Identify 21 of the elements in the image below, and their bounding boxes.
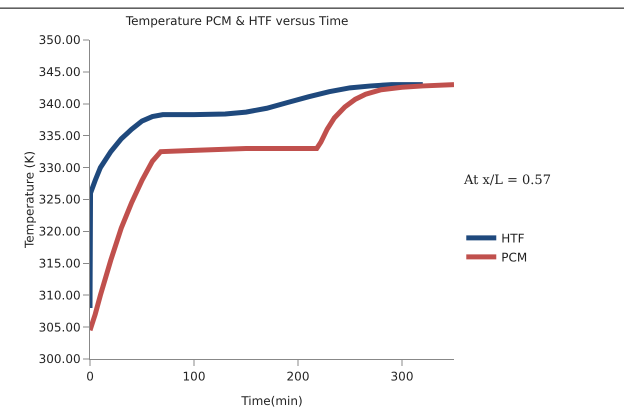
y-tick-label: 315.00 [38, 256, 81, 270]
x-axis-title: Time(min) [240, 394, 303, 408]
y-tick-label: 300.00 [38, 352, 81, 366]
chart-title: Temperature PCM & HTF versus Time [124, 14, 348, 28]
legend-label: PCM [501, 250, 528, 265]
y-axis-title: Temperature (K) [22, 150, 37, 250]
y-tick-label: 345.00 [38, 65, 81, 80]
y-tick-label: 340.00 [38, 97, 81, 111]
y-tick-label: 330.00 [38, 160, 81, 175]
y-tick-label: 320.00 [38, 224, 81, 239]
y-tick-label: 335.00 [38, 128, 81, 143]
text: At x/L = 0.57 [463, 173, 551, 188]
x-tick-label: 200 [286, 369, 310, 384]
legend-label: HTF [501, 232, 525, 246]
x-tick-label: 300 [390, 369, 414, 384]
y-tick-label: 310.00 [38, 288, 81, 302]
x-tick-label: 0 [86, 369, 94, 384]
y-tick-label: 305.00 [38, 320, 81, 334]
y-tick-label: 350.00 [38, 33, 81, 48]
y-tick-label: 325.00 [38, 192, 81, 207]
x-tick-label: 100 [182, 369, 206, 384]
